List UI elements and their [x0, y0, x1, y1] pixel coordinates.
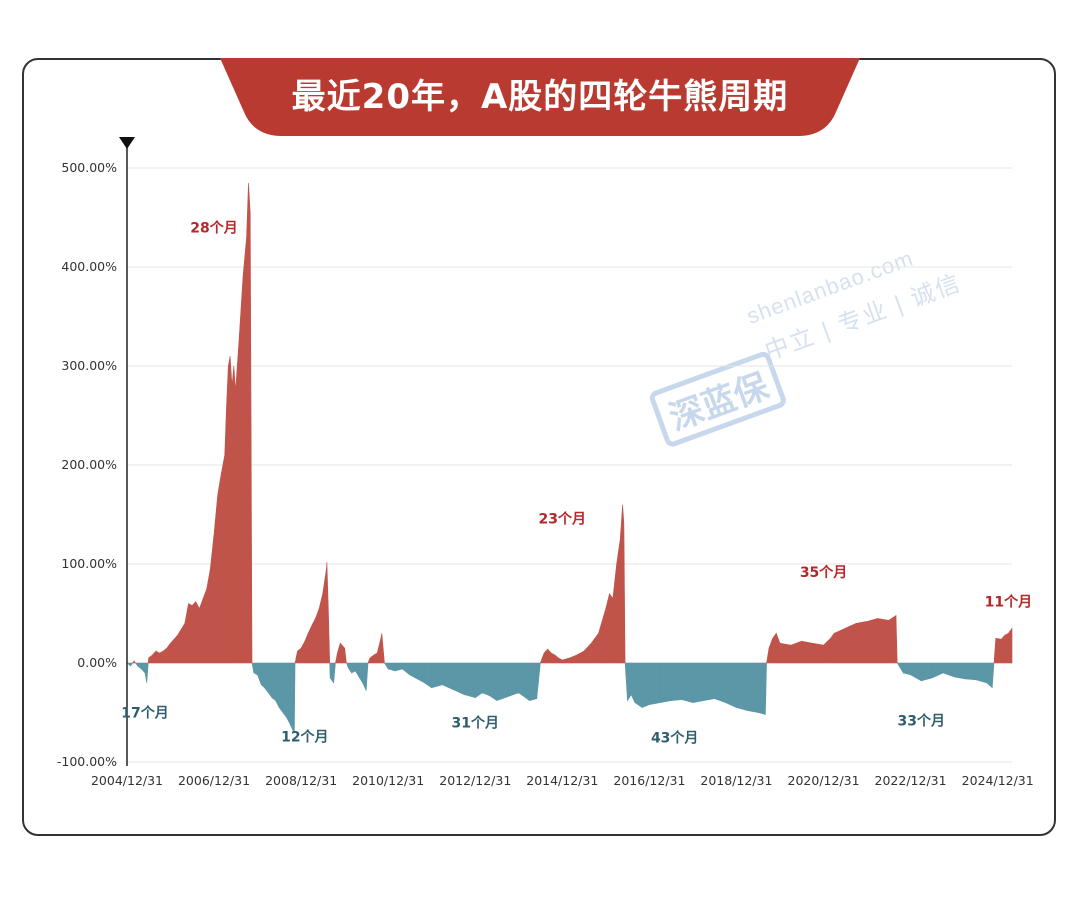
- bear-duration-label: 12个月: [281, 728, 328, 745]
- x-tick-label: 2020/12/31: [788, 773, 860, 788]
- bull-duration-label: 28个月: [190, 219, 237, 236]
- bear-area: [126, 662, 995, 733]
- bull-duration-label: 11个月: [985, 594, 1032, 611]
- y-tick-label: 0.00%: [77, 655, 117, 670]
- bull-duration-label: 23个月: [539, 510, 586, 527]
- y-tick-label: 200.00%: [61, 457, 117, 472]
- y-axis-arrow-icon: [119, 137, 135, 149]
- bear-duration-label: 17个月: [121, 705, 168, 722]
- x-tick-label: 2004/12/31: [91, 773, 163, 788]
- chart-title: 最近20年，A股的四轮牛熊周期: [291, 77, 789, 117]
- x-tick-label: 2006/12/31: [178, 773, 250, 788]
- x-tick-label: 2018/12/31: [700, 773, 772, 788]
- x-tick-label: 2010/12/31: [352, 773, 424, 788]
- bear-duration-label: 43个月: [651, 729, 698, 746]
- x-tick-label: 2024/12/31: [962, 773, 1034, 788]
- x-tick-label: 2008/12/31: [265, 773, 337, 788]
- title-banner: 最近20年，A股的四轮牛熊周期: [220, 58, 860, 136]
- bear-duration-label: 31个月: [452, 714, 499, 731]
- bear-duration-label: 33个月: [898, 712, 945, 729]
- y-tick-label: 400.00%: [61, 259, 117, 274]
- x-tick-label: 2022/12/31: [875, 773, 947, 788]
- bull-area: [132, 182, 1013, 664]
- bull-duration-label: 35个月: [800, 564, 847, 581]
- title-banner-shape: [220, 58, 860, 136]
- x-tick-label: 2012/12/31: [439, 773, 511, 788]
- y-tick-label: 300.00%: [61, 358, 117, 373]
- y-tick-label: 500.00%: [61, 160, 117, 175]
- x-tick-label: 2016/12/31: [613, 773, 685, 788]
- x-tick-label: 2014/12/31: [526, 773, 598, 788]
- y-tick-label: 100.00%: [61, 556, 117, 571]
- y-tick-label: -100.00%: [57, 754, 117, 769]
- chart-card: [22, 58, 1056, 836]
